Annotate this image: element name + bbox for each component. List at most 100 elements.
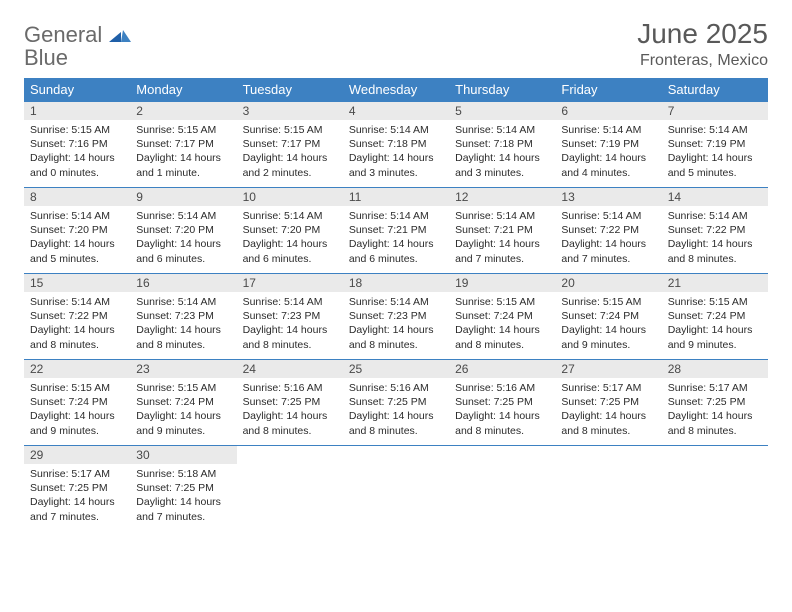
sunrise-text: Sunrise: 5:15 AM <box>455 295 549 309</box>
day-body: Sunrise: 5:16 AMSunset: 7:25 PMDaylight:… <box>237 378 343 444</box>
day-number: 28 <box>662 360 768 378</box>
daylight-line1: Daylight: 14 hours <box>136 495 230 509</box>
day-number: 10 <box>237 188 343 206</box>
calendar-cell: 23Sunrise: 5:15 AMSunset: 7:24 PMDayligh… <box>130 360 236 446</box>
sunset-text: Sunset: 7:18 PM <box>455 137 549 151</box>
sunrise-text: Sunrise: 5:14 AM <box>30 209 124 223</box>
daylight-line2: and 7 minutes. <box>136 510 230 524</box>
day-body: Sunrise: 5:14 AMSunset: 7:21 PMDaylight:… <box>343 206 449 272</box>
day-header-row: Sunday Monday Tuesday Wednesday Thursday… <box>24 78 768 102</box>
sunrise-text: Sunrise: 5:14 AM <box>561 209 655 223</box>
daylight-line1: Daylight: 14 hours <box>243 151 337 165</box>
calendar-page: General Blue June 2025 Fronteras, Mexico… <box>0 0 792 550</box>
day-body: Sunrise: 5:15 AMSunset: 7:16 PMDaylight:… <box>24 120 130 186</box>
daylight-line2: and 1 minute. <box>136 166 230 180</box>
daylight-line2: and 8 minutes. <box>243 424 337 438</box>
day-header: Monday <box>130 78 236 102</box>
sunrise-text: Sunrise: 5:16 AM <box>455 381 549 395</box>
sunrise-text: Sunrise: 5:15 AM <box>668 295 762 309</box>
day-number: 15 <box>24 274 130 292</box>
daylight-line1: Daylight: 14 hours <box>136 151 230 165</box>
day-number: 3 <box>237 102 343 120</box>
day-number: 26 <box>449 360 555 378</box>
calendar-cell: 8Sunrise: 5:14 AMSunset: 7:20 PMDaylight… <box>24 188 130 274</box>
sunrise-text: Sunrise: 5:14 AM <box>455 123 549 137</box>
sunrise-text: Sunrise: 5:16 AM <box>349 381 443 395</box>
logo: General Blue <box>24 18 131 70</box>
logo-text-block: General Blue <box>24 24 131 70</box>
daylight-line2: and 3 minutes. <box>455 166 549 180</box>
day-body: Sunrise: 5:14 AMSunset: 7:20 PMDaylight:… <box>237 206 343 272</box>
day-number: 5 <box>449 102 555 120</box>
sunset-text: Sunset: 7:25 PM <box>455 395 549 409</box>
calendar-cell: 30Sunrise: 5:18 AMSunset: 7:25 PMDayligh… <box>130 446 236 532</box>
day-header: Tuesday <box>237 78 343 102</box>
day-body: Sunrise: 5:15 AMSunset: 7:24 PMDaylight:… <box>555 292 661 358</box>
day-number: 8 <box>24 188 130 206</box>
sunset-text: Sunset: 7:23 PM <box>243 309 337 323</box>
day-body: Sunrise: 5:15 AMSunset: 7:24 PMDaylight:… <box>24 378 130 444</box>
day-number: 16 <box>130 274 236 292</box>
logo-mark-icon <box>109 26 131 42</box>
sunset-text: Sunset: 7:21 PM <box>349 223 443 237</box>
calendar-row: 1Sunrise: 5:15 AMSunset: 7:16 PMDaylight… <box>24 102 768 188</box>
header: General Blue June 2025 Fronteras, Mexico <box>24 18 768 70</box>
calendar-cell: 29Sunrise: 5:17 AMSunset: 7:25 PMDayligh… <box>24 446 130 532</box>
calendar-cell: 17Sunrise: 5:14 AMSunset: 7:23 PMDayligh… <box>237 274 343 360</box>
sunrise-text: Sunrise: 5:15 AM <box>136 123 230 137</box>
sunset-text: Sunset: 7:16 PM <box>30 137 124 151</box>
day-body: Sunrise: 5:14 AMSunset: 7:22 PMDaylight:… <box>662 206 768 272</box>
calendar-row: 15Sunrise: 5:14 AMSunset: 7:22 PMDayligh… <box>24 274 768 360</box>
daylight-line2: and 9 minutes. <box>561 338 655 352</box>
sunset-text: Sunset: 7:20 PM <box>136 223 230 237</box>
sunrise-text: Sunrise: 5:15 AM <box>30 123 124 137</box>
calendar-cell: 3Sunrise: 5:15 AMSunset: 7:17 PMDaylight… <box>237 102 343 188</box>
day-number: 4 <box>343 102 449 120</box>
sunset-text: Sunset: 7:25 PM <box>561 395 655 409</box>
daylight-line1: Daylight: 14 hours <box>30 237 124 251</box>
month-title: June 2025 <box>637 18 768 50</box>
sunrise-text: Sunrise: 5:14 AM <box>668 209 762 223</box>
daylight-line2: and 8 minutes. <box>668 252 762 266</box>
calendar-cell: 16Sunrise: 5:14 AMSunset: 7:23 PMDayligh… <box>130 274 236 360</box>
daylight-line1: Daylight: 14 hours <box>349 237 443 251</box>
day-body: Sunrise: 5:16 AMSunset: 7:25 PMDaylight:… <box>449 378 555 444</box>
calendar-cell <box>662 446 768 532</box>
day-number: 21 <box>662 274 768 292</box>
daylight-line2: and 8 minutes. <box>455 338 549 352</box>
sunset-text: Sunset: 7:25 PM <box>349 395 443 409</box>
sunrise-text: Sunrise: 5:14 AM <box>455 209 549 223</box>
day-body: Sunrise: 5:14 AMSunset: 7:20 PMDaylight:… <box>24 206 130 272</box>
day-body: Sunrise: 5:14 AMSunset: 7:23 PMDaylight:… <box>237 292 343 358</box>
calendar-cell: 10Sunrise: 5:14 AMSunset: 7:20 PMDayligh… <box>237 188 343 274</box>
day-header: Wednesday <box>343 78 449 102</box>
day-body: Sunrise: 5:14 AMSunset: 7:22 PMDaylight:… <box>555 206 661 272</box>
daylight-line1: Daylight: 14 hours <box>349 151 443 165</box>
sunset-text: Sunset: 7:25 PM <box>668 395 762 409</box>
calendar-cell: 26Sunrise: 5:16 AMSunset: 7:25 PMDayligh… <box>449 360 555 446</box>
sunrise-text: Sunrise: 5:15 AM <box>561 295 655 309</box>
day-number: 25 <box>343 360 449 378</box>
daylight-line1: Daylight: 14 hours <box>243 237 337 251</box>
calendar-row: 22Sunrise: 5:15 AMSunset: 7:24 PMDayligh… <box>24 360 768 446</box>
sunset-text: Sunset: 7:25 PM <box>30 481 124 495</box>
sunset-text: Sunset: 7:24 PM <box>668 309 762 323</box>
sunrise-text: Sunrise: 5:18 AM <box>136 467 230 481</box>
daylight-line1: Daylight: 14 hours <box>668 323 762 337</box>
daylight-line2: and 2 minutes. <box>243 166 337 180</box>
daylight-line2: and 7 minutes. <box>30 510 124 524</box>
day-body: Sunrise: 5:18 AMSunset: 7:25 PMDaylight:… <box>130 464 236 530</box>
calendar-table: Sunday Monday Tuesday Wednesday Thursday… <box>24 78 768 532</box>
calendar-cell: 9Sunrise: 5:14 AMSunset: 7:20 PMDaylight… <box>130 188 236 274</box>
day-body: Sunrise: 5:15 AMSunset: 7:24 PMDaylight:… <box>449 292 555 358</box>
calendar-cell <box>449 446 555 532</box>
sunset-text: Sunset: 7:19 PM <box>561 137 655 151</box>
day-body: Sunrise: 5:14 AMSunset: 7:18 PMDaylight:… <box>343 120 449 186</box>
sunset-text: Sunset: 7:22 PM <box>561 223 655 237</box>
sunset-text: Sunset: 7:22 PM <box>30 309 124 323</box>
daylight-line1: Daylight: 14 hours <box>30 323 124 337</box>
day-body: Sunrise: 5:14 AMSunset: 7:23 PMDaylight:… <box>130 292 236 358</box>
day-number: 24 <box>237 360 343 378</box>
daylight-line2: and 8 minutes. <box>349 424 443 438</box>
daylight-line2: and 8 minutes. <box>668 424 762 438</box>
